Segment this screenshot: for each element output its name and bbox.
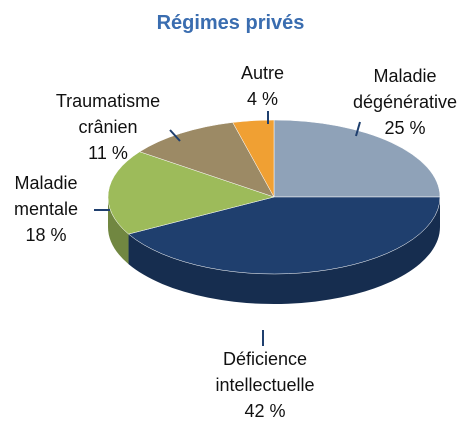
slice-label: Maladie dégénérative 25 % [345,63,461,141]
value-label: 4 % [246,89,279,109]
pie-slice [127,196,441,275]
chart-title: Régimes privés [156,12,305,34]
category-label: Autre [240,63,285,83]
slice-label: Maladie mentale 18 % [0,170,92,248]
value-label: 25 % [384,118,426,138]
pie-side [128,197,441,304]
slice-label: Déficience intellectuelle 42 % [195,346,335,424]
leader-line [355,121,361,137]
pie-slice [273,119,441,198]
pie-slice [139,122,275,198]
category-label: Maladie dégénérative [352,66,458,112]
value-label: 11 % [88,143,128,163]
slice-label: Traumatisme crânien 11 % [38,88,178,166]
leader-line [169,129,181,142]
category-label: Déficience intellectuelle [215,349,315,395]
value-label: 18 % [25,225,67,245]
slice-label: Autre 4 % [225,60,300,112]
pie-side [108,197,129,265]
value-label: 42 % [244,401,286,421]
pie-slice [232,119,275,198]
category-label: Maladie mentale [13,173,79,219]
pie-slice [107,151,275,235]
category-label: Traumatisme crânien [55,91,161,137]
